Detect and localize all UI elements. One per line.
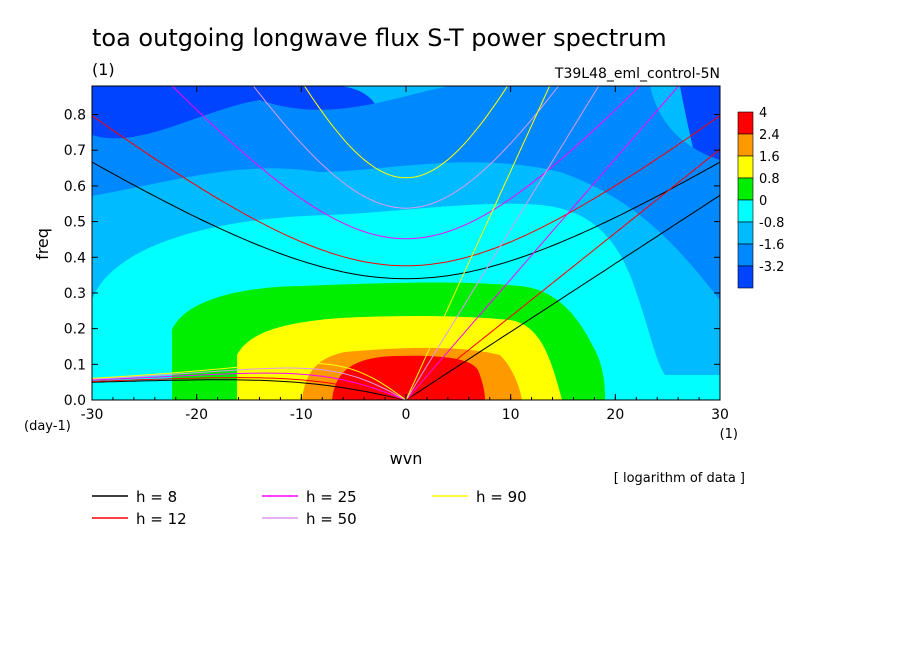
legend-label: h = 25 — [306, 488, 357, 506]
y-tick-label: 0.0 — [64, 393, 86, 409]
colorbar-swatch — [737, 177, 754, 201]
y-tick-label: 0.1 — [64, 357, 86, 373]
colorbar: 4 2.4 1.6 0.8 0 -0.8 -1.6 -3.2 — [737, 106, 784, 289]
legend: h = 8 h = 12 h = 25 h = 50 h = 90 — [92, 488, 527, 528]
colorbar-swatch — [737, 133, 754, 157]
colorbar-label: 4 — [759, 106, 767, 121]
dispersion-curve — [405, 86, 680, 400]
dispersion-curve — [405, 148, 720, 400]
colorbar-swatch — [737, 243, 754, 267]
dispersion-curve — [92, 377, 407, 400]
y-tick-label: 0.6 — [64, 179, 86, 195]
dispersion-curve — [171, 86, 641, 240]
colorbar-swatch — [737, 155, 754, 179]
dispersion-curve — [92, 362, 407, 400]
x-tick-label: -10 — [290, 407, 313, 423]
dispersion-curve — [92, 372, 407, 400]
field-region — [92, 86, 720, 300]
dispersion-curve — [92, 379, 407, 400]
colorbar-swatch — [737, 199, 754, 223]
y-tick-label: 0.8 — [64, 108, 86, 124]
colorbar-swatch — [737, 221, 754, 245]
x-tick-label: 10 — [502, 407, 520, 423]
dispersion-curve — [92, 367, 407, 400]
dispersion-curve — [405, 86, 551, 400]
colorbar-label: 0.8 — [759, 172, 780, 187]
dispersion-curve — [303, 86, 509, 179]
colorbar-label: 2.4 — [759, 128, 780, 143]
x-tick-label: -30 — [81, 407, 104, 423]
data-note: [ logarithm of data ] — [614, 471, 745, 486]
dispersion-curve — [92, 161, 720, 280]
colorbar-label: -3.2 — [759, 260, 784, 275]
y-axis-unit: (day-1) — [24, 419, 71, 434]
x-tick-label: 30 — [711, 407, 729, 423]
y-tick-label: 0.7 — [64, 143, 86, 159]
legend-label: h = 8 — [136, 488, 177, 506]
y-tick-label: 0.5 — [64, 215, 86, 231]
colorbar-swatch — [737, 111, 754, 135]
plot-area — [92, 86, 720, 400]
field-region — [332, 355, 485, 400]
legend-label: h = 50 — [306, 510, 357, 528]
legend-label: h = 90 — [476, 488, 527, 506]
x-tick-label: -20 — [185, 407, 208, 423]
dispersion-curve — [252, 86, 560, 209]
x-tick-label: 0 — [402, 407, 411, 423]
chart-title: toa outgoing longwave flux S-T power spe… — [92, 24, 667, 52]
legend-label: h = 12 — [136, 510, 187, 528]
y-tick-label: 0.2 — [64, 322, 86, 338]
x-axis-label: wvn — [390, 449, 423, 468]
chart-subtitle-experiment: T39L48_eml_control-5N — [554, 66, 720, 82]
chart-subtitle-unit: (1) — [92, 60, 115, 79]
colorbar-label: -0.8 — [759, 216, 784, 231]
dispersion-curve — [405, 194, 720, 400]
y-tick-label: 0.4 — [64, 250, 86, 266]
dispersion-curve — [92, 115, 720, 267]
colorbar-swatch — [737, 265, 754, 289]
colorbar-label: 1.6 — [759, 150, 780, 165]
dispersion-curve — [405, 86, 600, 400]
colorbar-label: -1.6 — [759, 238, 784, 253]
x-tick-label: 20 — [606, 407, 624, 423]
y-axis-label: freq — [33, 228, 52, 260]
x-axis-unit: (1) — [720, 427, 738, 442]
y-tick-label: 0.3 — [64, 286, 86, 302]
colorbar-label: 0 — [759, 194, 767, 209]
